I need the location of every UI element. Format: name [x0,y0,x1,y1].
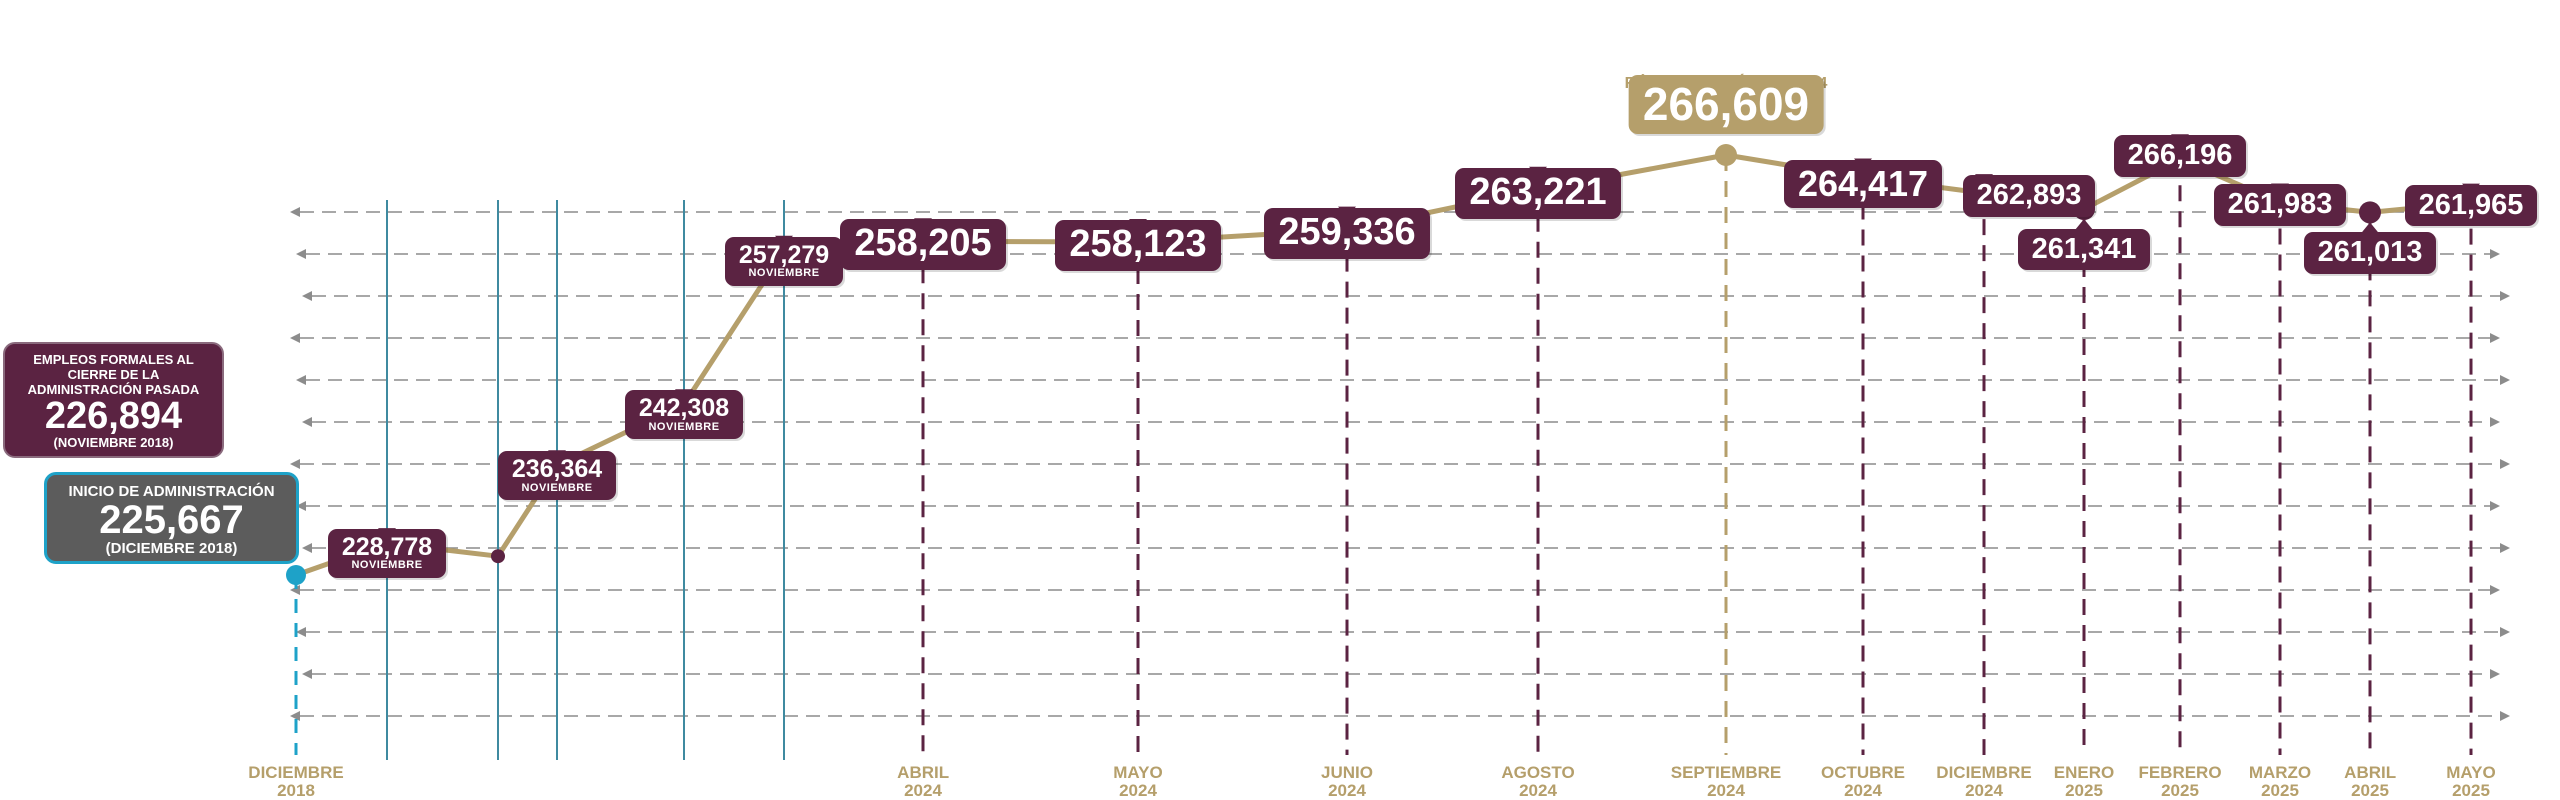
guide-arrow [2500,711,2510,721]
x-tick-label: JUNIO 2024 [1321,763,1373,800]
guide-arrow [290,711,300,721]
x-tick-label: MAYO 2024 [1113,763,1163,800]
x-tick-label: ABRIL 2025 [2344,763,2397,800]
value-label-box: 236,364 NOVIEMBRE [497,451,617,501]
x-tick-label: ENERO 2025 [2053,763,2115,800]
value-label: 258,123 [1069,223,1207,266]
data-point [491,549,505,564]
x-tick-label: FEBRERO 2025 [2138,763,2222,800]
x-tick-label: DICIEMBRE 2024 [1936,763,2032,800]
x-tick-label: MARZO 2025 [2248,763,2312,800]
value-label-box: 242,308 NOVIEMBRE [624,390,744,440]
guide-arrow [302,669,312,679]
guide-arrow [2490,417,2500,427]
guide-arrow [2500,375,2510,385]
guide-arrow [2500,291,2510,301]
x-tick-label: OCTUBRE 2024 [1820,763,1906,800]
x-tick-label: DICIEMBRE 2018 [248,763,344,800]
value-label: 261,983 [2227,188,2333,221]
value-label: 258,205 [854,222,992,265]
guide-arrow [2490,669,2500,679]
guide-arrow [290,459,300,469]
previous-admin-title: EMPLEOS FORMALES AL CIERRE DE LA ADMINIS… [27,352,200,397]
value-label: 259,336 [1278,210,1416,253]
guide-arrow [2490,501,2500,511]
guide-arrow [2500,543,2510,553]
guide-arrow [296,249,306,259]
start-title: INICIO DE ADMINISTRACIÓN [68,483,275,500]
previous-admin-box: EMPLEOS FORMALES AL CIERRE DE LA ADMINIS… [3,342,224,458]
data-point [1715,144,1737,166]
value-label-box: 264,417 [1783,159,1943,209]
value-label: 236,364 [511,455,603,484]
data-point [286,565,306,585]
start-note: (DICIEMBRE 2018) [105,540,238,557]
value-label: 261,341 [2031,233,2137,266]
value-label: 261,965 [2418,188,2524,221]
start-value: 225,667 [99,498,244,542]
data-point [2359,201,2381,224]
x-tick-label: SEPTIEMBRE 2024 [1670,763,1782,800]
guide-arrow [296,501,306,511]
value-label-box: 263,221 [1455,167,1621,219]
value-label: 264,417 [1797,162,1929,204]
guide-arrow [2500,459,2510,469]
value-label-box: 261,341 [2017,229,2151,271]
value-label: 242,308 [638,394,730,423]
value-label-box: 258,123 [1055,220,1221,271]
value-label: 266,609 [1642,78,1810,130]
guide-arrow [2490,249,2500,259]
value-label: 228,778 [341,533,433,562]
x-tick-label: AGOSTO 2024 [1501,763,1575,800]
guide-arrow [302,543,312,553]
guide-arrow [296,627,306,637]
previous-admin-note: (NOVIEMBRE 2018) [53,435,174,450]
value-label: 263,221 [1469,170,1607,213]
value-label-box: 266,609 [1628,75,1824,135]
value-label-box: 266,196 [2113,135,2247,177]
guide-arrow [2490,333,2500,343]
point-note: NOVIEMBRE [648,420,720,433]
value-label-box: 257,279 NOVIEMBRE [724,236,844,286]
value-label-box: 259,336 [1264,207,1430,259]
label-pointer [2361,222,2379,234]
point-note: NOVIEMBRE [351,559,423,572]
guide-arrow [302,417,312,427]
x-tick-label: ABRIL 2024 [897,763,950,800]
value-label-box: 258,205 [840,219,1006,271]
value-label-box: 228,778 NOVIEMBRE [327,529,447,578]
label-pointer [2075,219,2093,231]
value-label-box: 261,983 [2213,184,2347,226]
guide-arrow [2500,627,2510,637]
value-label-box: 261,013 [2303,232,2437,274]
point-note: NOVIEMBRE [748,266,820,279]
value-label-box: 262,893 [1962,175,2096,217]
guide-arrow [290,207,300,217]
guide-arrow [302,291,312,301]
previous-admin-value: 226,894 [44,395,183,437]
guide-arrow [290,333,300,343]
start-box: INICIO DE ADMINISTRACIÓN 225,667 (DICIEM… [44,472,299,564]
value-label: 257,279 [738,240,830,269]
value-label: 262,893 [1976,179,2082,212]
value-label-box: 261,965 [2404,184,2538,227]
value-label: 261,013 [2317,236,2423,269]
guide-arrow [2490,585,2500,595]
x-tick-label: MAYO 2025 [2446,763,2496,800]
guide-arrow [296,375,306,385]
value-label: 266,196 [2127,139,2233,172]
point-note: NOVIEMBRE [521,481,593,494]
